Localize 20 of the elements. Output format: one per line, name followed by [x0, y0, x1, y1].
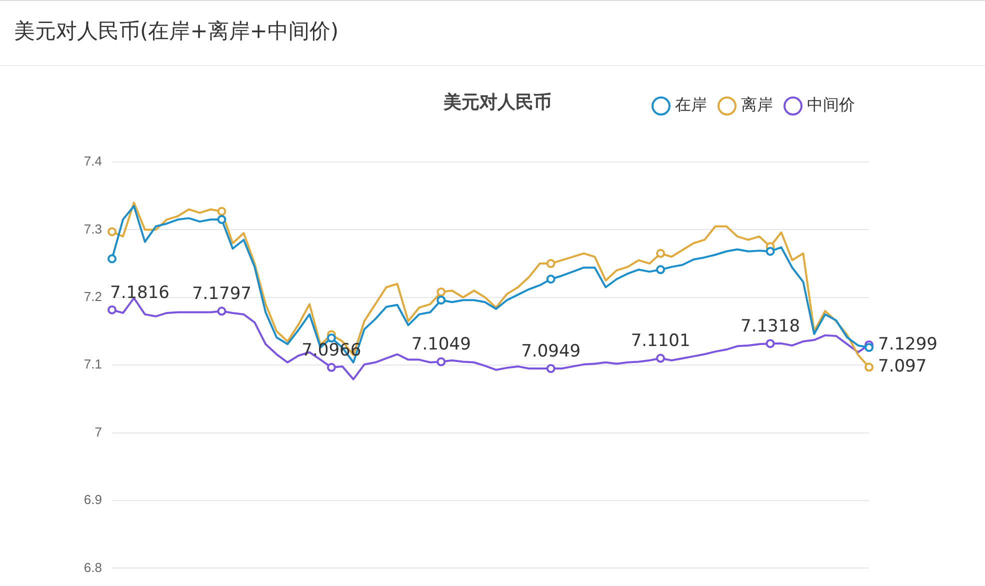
data-label: 7.1299: [878, 334, 938, 354]
y-tick-label: 6.8: [84, 560, 102, 575]
chart-title: 美元对人民币(在岸+离岸+中间价): [0, 0, 985, 66]
data-label: 7.1101: [630, 331, 690, 352]
data-label: 7.1049: [411, 334, 471, 355]
y-tick-label: 7.4: [84, 154, 102, 169]
data-label: 7.0949: [521, 341, 581, 362]
legend-label: 离岸: [741, 95, 773, 114]
y-tick-label: 7.1: [84, 356, 102, 372]
data-label: 7.1318: [740, 316, 800, 336]
chart-subtitle: 美元对人民币: [444, 92, 552, 113]
legend-label: 中间价: [807, 95, 855, 114]
data-label: 7.1797: [192, 284, 252, 304]
y-tick-label: 7.3: [84, 221, 102, 236]
y-tick-label: 7: [94, 424, 102, 440]
data-label: 7.097: [878, 356, 927, 377]
data-label: 7.1816: [110, 282, 170, 303]
legend-label: 在岸: [675, 95, 707, 114]
y-tick-label: 6.9: [84, 492, 102, 508]
y-tick-label: 7.2: [84, 288, 102, 304]
